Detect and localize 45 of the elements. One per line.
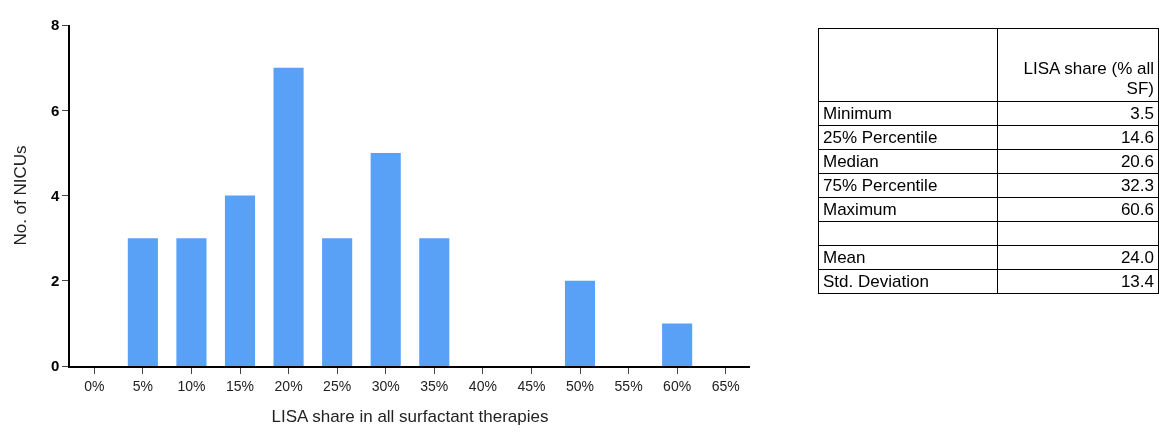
y-axis-title: No. of NICUs <box>10 145 30 246</box>
y-tick-label: 4 <box>50 186 60 204</box>
bar <box>224 195 256 366</box>
y-tick-label: 2 <box>50 272 60 289</box>
text: LISA share (% all SF) <box>997 28 1159 102</box>
x-tick-label: 15% <box>225 377 255 394</box>
x-axis-title: LISA share in all surfactant therapies <box>271 407 549 427</box>
category-label: Mean <box>818 245 998 270</box>
x-tick-label: 55% <box>614 377 643 394</box>
bar <box>322 238 353 366</box>
category-label: Maximum <box>818 197 998 222</box>
x-tick-label: 20% <box>274 377 303 394</box>
x-tick-label: 40% <box>468 377 497 394</box>
data-label: 13.4 <box>997 269 1159 294</box>
x-tick-label: 10% <box>177 377 206 394</box>
data-label: 24.0 <box>997 245 1159 270</box>
y-tick-label: 0 <box>50 357 60 375</box>
data-label: 60.6 <box>997 197 1159 222</box>
x-tick-label: 30% <box>371 377 400 394</box>
bar <box>127 238 158 366</box>
data-label: 3.5 <box>997 101 1159 126</box>
category-label: Minimum <box>818 101 998 126</box>
category-label: Median <box>818 149 998 174</box>
y-tick-label: 8 <box>50 16 60 34</box>
x-tick-label: 50% <box>565 377 595 394</box>
y-tick-label: 6 <box>50 101 60 119</box>
data-label: 20.6 <box>997 149 1159 174</box>
bar <box>370 152 401 366</box>
category-label: Std. Deviation <box>818 269 998 294</box>
bar <box>564 280 596 366</box>
x-tick-label: 60% <box>663 377 692 394</box>
x-tick-label: 0% <box>84 377 105 394</box>
bar <box>273 67 304 366</box>
x-tick-label: 35% <box>420 377 449 394</box>
bar <box>662 323 693 366</box>
data-label: 14.6 <box>997 125 1159 150</box>
x-tick-label: 5% <box>132 377 153 394</box>
bar <box>419 238 450 366</box>
data-label: 32.3 <box>997 173 1159 198</box>
category-label: 75% Percentile <box>818 173 998 198</box>
bar <box>176 238 207 366</box>
x-tick-label: 45% <box>517 377 546 394</box>
x-tick-label: 65% <box>711 377 740 394</box>
category-label: 25% Percentile <box>818 125 998 150</box>
x-tick-label: 25% <box>323 377 352 394</box>
